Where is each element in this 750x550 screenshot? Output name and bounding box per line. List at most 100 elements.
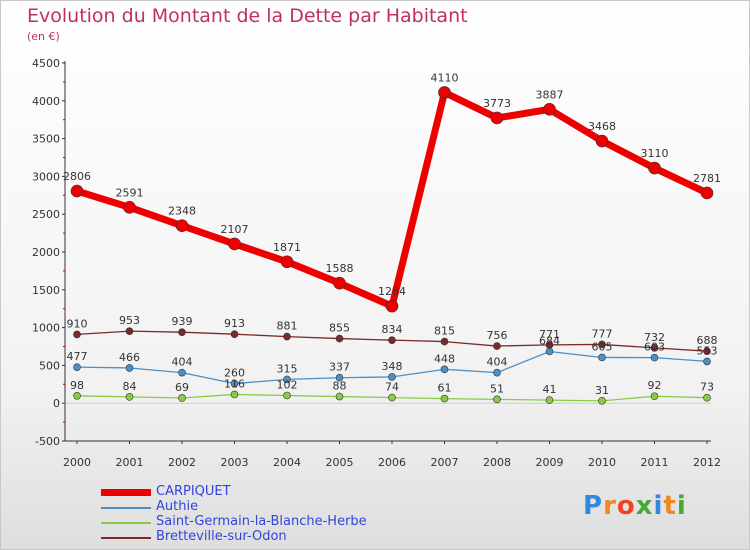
data-label: 913 bbox=[224, 317, 245, 330]
data-point bbox=[73, 330, 81, 339]
data-label: 815 bbox=[434, 325, 455, 338]
data-point bbox=[543, 103, 556, 116]
data-label: 69 bbox=[175, 381, 189, 394]
chart-subtitle: (en €) bbox=[27, 30, 60, 43]
y-tick-label: 1000 bbox=[32, 322, 60, 335]
y-tick-label: 500 bbox=[39, 359, 60, 372]
logo-letter: P bbox=[583, 491, 604, 521]
data-label: 102 bbox=[277, 378, 298, 391]
data-label: 732 bbox=[644, 331, 665, 344]
data-label: 605 bbox=[592, 340, 613, 353]
legend-swatch bbox=[101, 522, 151, 524]
data-label: 3110 bbox=[641, 147, 669, 160]
data-label: 4110 bbox=[431, 71, 459, 84]
logo-letter: r bbox=[603, 491, 617, 521]
logo-letter: x bbox=[635, 491, 654, 521]
data-label: 1588 bbox=[326, 262, 354, 275]
data-label: 855 bbox=[329, 322, 350, 335]
data-point bbox=[598, 340, 606, 349]
data-point bbox=[280, 255, 294, 269]
data-point bbox=[228, 237, 241, 251]
logo-letter: t bbox=[663, 491, 677, 521]
data-label: 2107 bbox=[221, 223, 249, 236]
y-tick-label: 0 bbox=[53, 397, 60, 410]
data-label: 3468 bbox=[588, 120, 616, 133]
x-tick-label: 2001 bbox=[116, 456, 144, 469]
data-label: 3773 bbox=[483, 97, 511, 110]
data-label: 337 bbox=[329, 361, 350, 374]
legend-label: CARPIQUET bbox=[156, 484, 231, 499]
data-point bbox=[388, 336, 396, 344]
logo-letter: i bbox=[676, 491, 687, 521]
data-point bbox=[125, 327, 134, 335]
data-point bbox=[178, 394, 186, 402]
x-tick-label: 2004 bbox=[273, 456, 301, 469]
x-tick-label: 2010 bbox=[588, 456, 616, 469]
legend-item: Saint-Germain-la-Blanche-Herbe bbox=[101, 514, 431, 530]
x-tick-label: 2002 bbox=[168, 456, 196, 469]
y-tick-label: 3000 bbox=[32, 170, 60, 183]
data-point bbox=[388, 393, 396, 402]
legend-swatch bbox=[101, 537, 151, 539]
data-point bbox=[545, 347, 554, 356]
data-label: 603 bbox=[644, 341, 665, 354]
data-point bbox=[388, 373, 396, 381]
legend-item: CARPIQUET bbox=[101, 484, 431, 500]
data-point bbox=[175, 219, 189, 232]
data-point bbox=[700, 186, 714, 200]
data-label: 3887 bbox=[536, 88, 564, 101]
legend-swatch bbox=[101, 507, 151, 509]
legend-label: Saint-Germain-la-Blanche-Herbe bbox=[156, 514, 367, 529]
x-tick-label: 2006 bbox=[378, 456, 406, 469]
data-point bbox=[545, 341, 554, 349]
data-label: 684 bbox=[539, 334, 560, 347]
data-point bbox=[703, 347, 711, 355]
data-label: 953 bbox=[119, 314, 140, 327]
data-label: 881 bbox=[277, 320, 298, 333]
data-point bbox=[650, 344, 659, 352]
data-point bbox=[283, 391, 291, 400]
data-label: 1284 bbox=[378, 285, 406, 298]
data-label: 2806 bbox=[63, 170, 91, 183]
data-point bbox=[440, 394, 449, 403]
data-point bbox=[440, 337, 449, 346]
data-label: 61 bbox=[438, 382, 452, 395]
data-point bbox=[648, 161, 661, 175]
logo-letter: i bbox=[653, 491, 664, 521]
data-point bbox=[70, 184, 84, 198]
data-point bbox=[125, 364, 134, 372]
data-point bbox=[595, 134, 609, 148]
data-label: 477 bbox=[67, 350, 88, 363]
y-tick-label: 3500 bbox=[32, 133, 60, 146]
legend-swatch bbox=[101, 489, 151, 496]
data-label: 41 bbox=[543, 383, 557, 396]
x-tick-label: 2007 bbox=[431, 456, 459, 469]
data-point bbox=[283, 332, 291, 341]
data-label: 51 bbox=[490, 382, 504, 395]
data-point bbox=[703, 393, 711, 402]
data-label: 771 bbox=[539, 328, 560, 341]
data-point bbox=[178, 328, 186, 337]
data-label: 939 bbox=[172, 315, 193, 328]
chart-legend: CARPIQUET Authie Saint-Germain-la-Blanche-… bbox=[101, 484, 431, 545]
data-point bbox=[178, 368, 186, 377]
y-tick-label: 4000 bbox=[32, 95, 60, 108]
x-tick-label: 2008 bbox=[483, 456, 511, 469]
data-point bbox=[545, 396, 554, 404]
x-tick-label: 2003 bbox=[221, 456, 249, 469]
data-label: 348 bbox=[382, 360, 403, 373]
data-label: 116 bbox=[224, 377, 245, 390]
data-label: 73 bbox=[700, 381, 714, 394]
data-point bbox=[598, 353, 606, 362]
y-tick-label: 4500 bbox=[32, 57, 60, 70]
data-point bbox=[335, 373, 344, 382]
data-point bbox=[440, 365, 449, 374]
data-point bbox=[333, 276, 346, 290]
data-label: 98 bbox=[70, 379, 84, 392]
data-point bbox=[73, 391, 81, 400]
data-label: 84 bbox=[123, 380, 137, 393]
chart-title: Evolution du Montant de la Dette par Hab… bbox=[27, 5, 468, 27]
data-point bbox=[493, 395, 501, 404]
data-point bbox=[123, 201, 136, 214]
